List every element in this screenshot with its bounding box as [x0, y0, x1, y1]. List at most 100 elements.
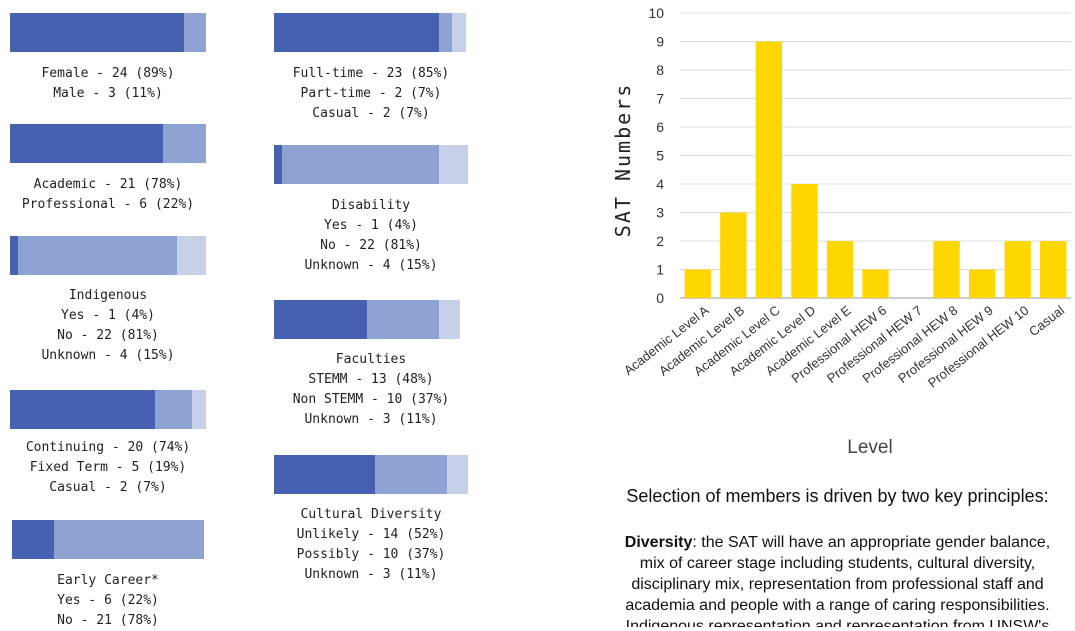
disability-segment-2 [281, 145, 439, 184]
cultural-diversity-label-line: Unlikely - 14 (52%) [296, 527, 446, 542]
principles-line-4: academia and people with a range of cari… [625, 597, 1050, 614]
early-career-label-line: Early Career* [57, 573, 159, 588]
disability-segment-3 [438, 145, 468, 184]
disability-label-line: No - 22 (81%) [320, 238, 422, 253]
employment-label-line: Full-time - 23 (85%) [292, 66, 450, 81]
y-tick-label: 5 [656, 148, 664, 164]
stacked-bar-early-career [12, 520, 204, 559]
gender-label-line: Female - 24 (89%) [41, 66, 175, 81]
bar-1 [684, 269, 711, 298]
bar-9 [968, 269, 996, 298]
y-tick-label: 0 [656, 290, 664, 306]
staff-type-segment-1 [10, 124, 163, 163]
disability-label-line: Disability [331, 198, 411, 213]
indigenous-segment-1 [10, 236, 18, 275]
bar-5 [826, 241, 854, 298]
principles-heading: Selection of members is driven by two ke… [626, 486, 1049, 506]
bar-11 [1040, 241, 1067, 298]
indigenous-segment-2 [17, 236, 177, 275]
y-tick-label: 3 [656, 205, 664, 221]
faculties-label-line: Unknown - 3 (11%) [304, 412, 438, 427]
employment-segment-3 [452, 13, 467, 52]
y-tick-label: 10 [648, 5, 664, 21]
indigenous-label-line: Yes - 1 (4%) [61, 308, 155, 323]
early-career-segment-2 [54, 520, 204, 559]
faculties-label-line: Faculties [335, 352, 407, 367]
cultural-diversity-label-line: Unknown - 3 (11%) [304, 567, 438, 582]
principles-line-1: Diversity: the SAT will have an appropri… [600, 532, 1075, 553]
stacked-bar-gender [10, 13, 206, 52]
stacked-bar-disability [274, 145, 468, 184]
principles-line-3: disciplinary mix, representation from pr… [631, 576, 1044, 593]
y-tick-label: 6 [656, 119, 664, 135]
faculties-label-line: STEMM - 13 (48%) [308, 372, 434, 387]
staff-type-label-line: Academic - 21 (78%) [33, 177, 183, 192]
bar-6 [862, 269, 889, 298]
principles-line-5: Indigenous representation and representa… [625, 618, 1050, 627]
y-tick-label: 8 [656, 62, 664, 78]
faculties-segment-1 [274, 300, 368, 339]
y-tick-label: 2 [656, 233, 664, 249]
indigenous-segment-3 [176, 236, 206, 275]
y-tick-label: 9 [656, 34, 664, 50]
label-block-staff-type: Academic - 21 (78%) Professional - 6 (22%… [10, 175, 206, 215]
staff-type-segment-2 [162, 124, 206, 163]
y-tick-labels: 0 1 2 3 4 5 6 7 8 9 10 [648, 5, 664, 306]
contract-label-line: Continuing - 20 (74%) [25, 440, 191, 455]
y-tick-label: 4 [656, 176, 664, 192]
bar-10 [1004, 241, 1031, 298]
y-axis-label: SAT Numbers [611, 83, 635, 237]
gender-label-line: Male - 3 (11%) [53, 86, 163, 101]
label-block-cultural-diversity: Cultural Diversity Unlikely - 14 (52%) Pos… [274, 505, 468, 585]
bar-4 [791, 184, 818, 298]
label-block-indigenous: Indigenous Yes - 1 (4%) No - 22 (81%) Unkno… [10, 286, 206, 366]
cultural-diversity-segment-2 [374, 455, 447, 494]
employment-label-line: Casual - 2 (7%) [312, 106, 430, 121]
y-tick-label: 1 [656, 262, 664, 278]
indigenous-label-line: Unknown - 4 (15%) [41, 348, 175, 363]
label-block-early-career: Early Career* Yes - 6 (22%) No - 21 (78%) [12, 571, 204, 631]
contract-label-line: Fixed Term - 5 (19%) [29, 460, 187, 475]
staff-type-label-line: Professional - 6 (22%) [21, 197, 195, 212]
disability-segment-1 [274, 145, 282, 184]
principles-line-2: mix of career stage including students, … [639, 555, 1036, 572]
faculties-segment-2 [367, 300, 439, 339]
bar-8 [933, 241, 960, 298]
stacked-bar-staff-type [10, 124, 206, 163]
contract-segment-3 [192, 390, 206, 429]
label-block-faculties: Faculties STEMM - 13 (48%) Non STEMM - 10 … [274, 350, 468, 430]
contract-segment-1 [10, 390, 156, 429]
gender-segment-1 [10, 13, 185, 52]
bars [684, 41, 1067, 298]
cultural-diversity-label-line: Cultural Diversity [300, 507, 442, 522]
stacked-bar-indigenous [10, 236, 206, 275]
label-block-employment: Full-time - 23 (85%) Part-time - 2 (7%) Ca… [274, 64, 468, 124]
principles-line-1-text: : the SAT will have an appropriate gende… [692, 534, 1051, 551]
bar-2 [720, 212, 747, 298]
principles-body: Diversity: the SAT will have an appropri… [600, 532, 1075, 627]
indigenous-label-line: Indigenous [68, 288, 148, 303]
cultural-diversity-segment-3 [446, 455, 468, 494]
stacked-bar-employment [274, 13, 468, 52]
disability-label-line: Unknown - 4 (15%) [304, 258, 438, 273]
early-career-segment-1 [12, 520, 55, 559]
early-career-label-line: Yes - 6 (22%) [57, 593, 159, 608]
disability-label-line: Yes - 1 (4%) [324, 218, 418, 233]
indigenous-label-line: No - 22 (81%) [57, 328, 159, 343]
bar-3 [755, 41, 783, 298]
employment-label-line: Part-time - 2 (7%) [300, 86, 442, 101]
employment-segment-1 [274, 13, 439, 52]
stacked-bar-faculties [274, 300, 468, 339]
y-tick-label: 7 [656, 91, 664, 107]
contract-label-line: Casual - 2 (7%) [49, 480, 167, 495]
contract-segment-2 [155, 390, 193, 429]
faculties-segment-3 [438, 300, 461, 339]
label-block-gender: Female - 24 (89%) Male - 3 (11%) [10, 64, 206, 104]
label-block-disability: Disability Yes - 1 (4%) No - 22 (81%) Unkno… [274, 196, 468, 276]
faculties-label-line: Non STEMM - 10 (37%) [292, 392, 450, 407]
gender-segment-2 [184, 13, 206, 52]
cultural-diversity-label-line: Possibly - 10 (37%) [296, 547, 446, 562]
label-block-contract: Continuing - 20 (74%) Fixed Term - 5 (19%… [10, 438, 206, 498]
